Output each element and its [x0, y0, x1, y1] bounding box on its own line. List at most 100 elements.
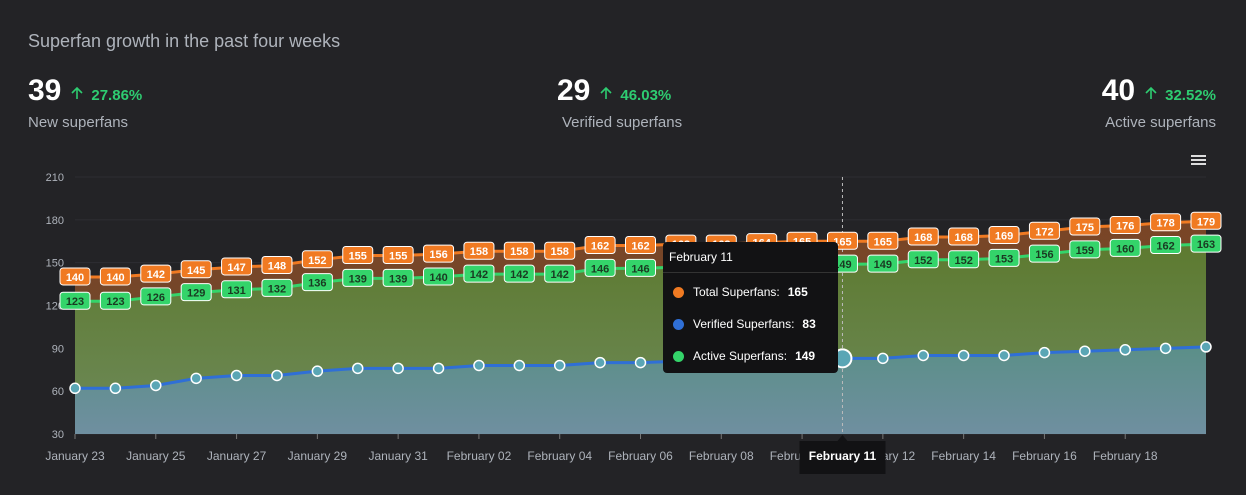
x-tick-label: February 06	[608, 449, 673, 463]
data-label: 175	[1069, 217, 1101, 236]
label-chip	[948, 227, 980, 246]
data-label: 162	[584, 236, 616, 255]
data-label: 158	[544, 241, 576, 260]
arrow	[1145, 86, 1157, 99]
menu-icon[interactable]	[1191, 155, 1206, 165]
label-text: 165	[874, 236, 892, 248]
kpi-label: Verified superfans	[562, 114, 683, 131]
kpi-value: 40	[1101, 74, 1136, 107]
data-label: 152	[948, 250, 980, 269]
point	[311, 365, 324, 377]
point	[1200, 341, 1212, 353]
label-chip	[261, 278, 293, 297]
kpi-change: 46.03%	[620, 87, 672, 104]
label-chip	[1190, 211, 1222, 230]
label-chip	[221, 280, 253, 299]
label-chip	[463, 241, 495, 260]
point	[150, 379, 162, 392]
label-text: 159	[1076, 245, 1094, 257]
y-tick-label: 180	[46, 215, 64, 227]
data-label: 131	[221, 280, 253, 299]
label-chip	[867, 254, 899, 273]
data-label: 136	[301, 273, 333, 292]
data-label: 147	[221, 257, 253, 276]
data-label: 155	[382, 246, 414, 265]
kpi-label: Active superfans	[1105, 114, 1216, 131]
label-text: 126	[147, 292, 165, 304]
data-label: 146	[584, 258, 616, 277]
label-chip	[503, 264, 535, 283]
data-label: 142	[463, 264, 495, 283]
data-label: 155	[342, 246, 374, 265]
data-label: 146	[625, 258, 656, 277]
data-label: 139	[382, 268, 414, 287]
x-tick-label: February 14	[931, 449, 996, 463]
label-text: 140	[66, 272, 84, 284]
label-chip	[342, 246, 374, 265]
label-chip	[423, 267, 455, 286]
data-label: 179	[1190, 211, 1222, 230]
data-label: 163	[1190, 234, 1222, 253]
x-tick-label: January 25	[126, 449, 186, 463]
label-text: 162	[631, 241, 649, 253]
label-chip	[382, 268, 414, 287]
point	[998, 349, 1010, 362]
label-text: 179	[1197, 216, 1215, 228]
label-chip	[59, 267, 91, 286]
point	[917, 349, 929, 362]
label-text: 176	[1116, 221, 1134, 233]
label-text: 152	[954, 255, 972, 267]
point	[432, 362, 445, 375]
label-chip	[99, 267, 131, 286]
label-text: 132	[268, 283, 286, 295]
label-text: 142	[551, 269, 569, 281]
tooltip-value: 149	[795, 349, 816, 363]
x-tick-label: January 23	[45, 449, 105, 463]
label-text: 162	[591, 241, 609, 253]
data-label: 162	[1150, 236, 1182, 255]
tooltip-label: Verified Superfans:	[693, 317, 795, 331]
data-label: 142	[503, 264, 535, 283]
data-label: 162	[625, 236, 656, 255]
data-label: 140	[423, 267, 455, 286]
label-chip	[99, 291, 131, 310]
data-label: 165	[867, 231, 899, 250]
label-chip	[1150, 236, 1182, 255]
point	[513, 359, 526, 372]
x-tick-label: January 31	[368, 449, 428, 463]
label-chip	[948, 250, 980, 269]
label-text: 153	[995, 253, 1013, 265]
x-crosshair-label-bg	[799, 441, 886, 474]
data-label: 139	[342, 268, 374, 287]
label-text: 163	[1197, 239, 1215, 251]
label-text: 129	[187, 288, 205, 300]
x-tick-label: January 27	[207, 449, 267, 463]
tooltip: February 11 Total Superfans: 165 Verified…	[663, 242, 838, 373]
tooltip-value: 83	[802, 317, 816, 331]
label-chip	[423, 244, 455, 263]
y-tick-label: 60	[52, 386, 64, 398]
label-chip	[544, 264, 576, 283]
data-label: 176	[1109, 216, 1141, 235]
point	[957, 349, 970, 362]
label-text: 149	[874, 259, 892, 271]
point	[190, 372, 202, 385]
label-text: 148	[268, 261, 286, 273]
label-text: 155	[349, 251, 367, 263]
label-chip	[1069, 217, 1101, 236]
tooltip-label: Active Superfans:	[693, 349, 788, 363]
label-text: 168	[954, 232, 972, 244]
label-text: 158	[551, 246, 569, 258]
point	[473, 359, 485, 372]
label-text: 140	[106, 272, 124, 284]
label-text: 140	[429, 272, 447, 284]
point	[392, 362, 404, 375]
title: Superfan growth in the past four weeks	[28, 31, 341, 51]
y-tick-label: 120	[46, 301, 64, 313]
y-tick-label: 30	[52, 429, 64, 441]
label-chip	[1109, 216, 1141, 235]
label-chip	[1109, 238, 1141, 257]
label-text: 162	[1156, 241, 1174, 253]
label-text: 152	[308, 255, 326, 267]
x-tick-label: February 16	[1012, 449, 1077, 463]
